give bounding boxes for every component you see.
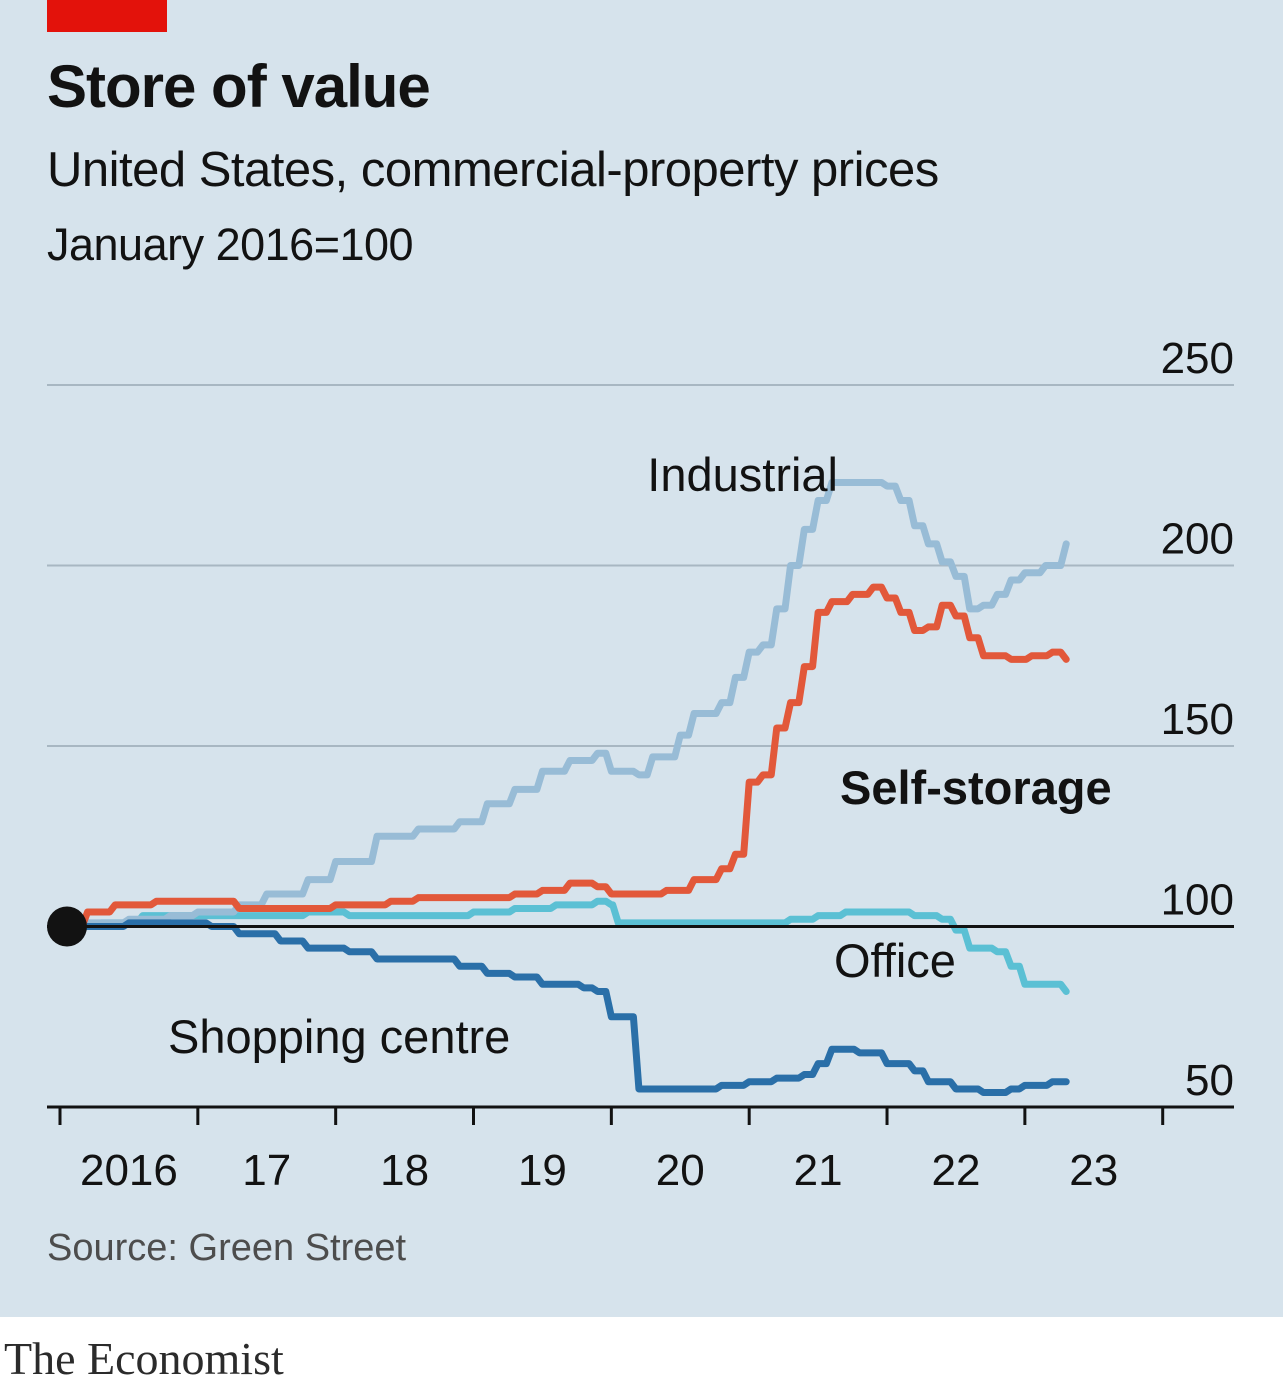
x-tick-label-2022: 22 (931, 1146, 980, 1195)
y-tick-label-250: 250 (1161, 334, 1234, 383)
y-tick-label-150: 150 (1161, 695, 1234, 744)
x-tick-label-2019: 19 (518, 1146, 567, 1195)
start-marker-layer (47, 906, 87, 947)
series-labels: Industrial Self-storage Office Shopping … (168, 448, 1112, 1063)
x-tick-label-2021: 21 (794, 1146, 843, 1195)
series-line-office (56, 897, 1070, 995)
x-axis: 2016 17 18 19 20 21 22 23 (47, 1105, 1234, 1195)
x-tick-label-2018: 18 (380, 1146, 429, 1195)
index-note: January 2016=100 (47, 219, 414, 270)
series-line-self-storage (56, 583, 1070, 930)
line-chart: 250 200 150 100 50 2016 17 18 19 20 21 22 23 Indust… (47, 334, 1234, 1195)
y-tick-label-100: 100 (1161, 876, 1234, 925)
x-tick-label-2016: 2016 (80, 1146, 178, 1195)
publisher-logo: The Economist (4, 1333, 284, 1384)
brand-tag (47, 0, 167, 32)
series-line-shopping-centre (56, 919, 1070, 1097)
y-axis-tick-labels: 250 200 150 100 50 (1161, 334, 1234, 1105)
x-tick-label-2017: 17 (242, 1146, 291, 1195)
label-office: Office (834, 934, 956, 987)
label-shopping-centre: Shopping centre (168, 1010, 510, 1063)
label-industrial: Industrial (647, 448, 838, 501)
start-marker (47, 906, 87, 947)
source-note: Source: Green Street (47, 1227, 407, 1269)
y-tick-label-50: 50 (1185, 1056, 1234, 1105)
x-tick-label-2020: 20 (656, 1146, 705, 1195)
chart-subtitle: United States, commercial-property price… (47, 143, 939, 197)
series-line-industrial (56, 478, 1070, 930)
gridlines (47, 384, 1234, 747)
series-lines (47, 478, 1234, 1097)
label-self-storage: Self-storage (840, 761, 1112, 814)
y-tick-label-200: 200 (1161, 515, 1234, 564)
chart-title: Store of value (47, 53, 431, 120)
x-tick-label-2023: 23 (1069, 1146, 1118, 1195)
